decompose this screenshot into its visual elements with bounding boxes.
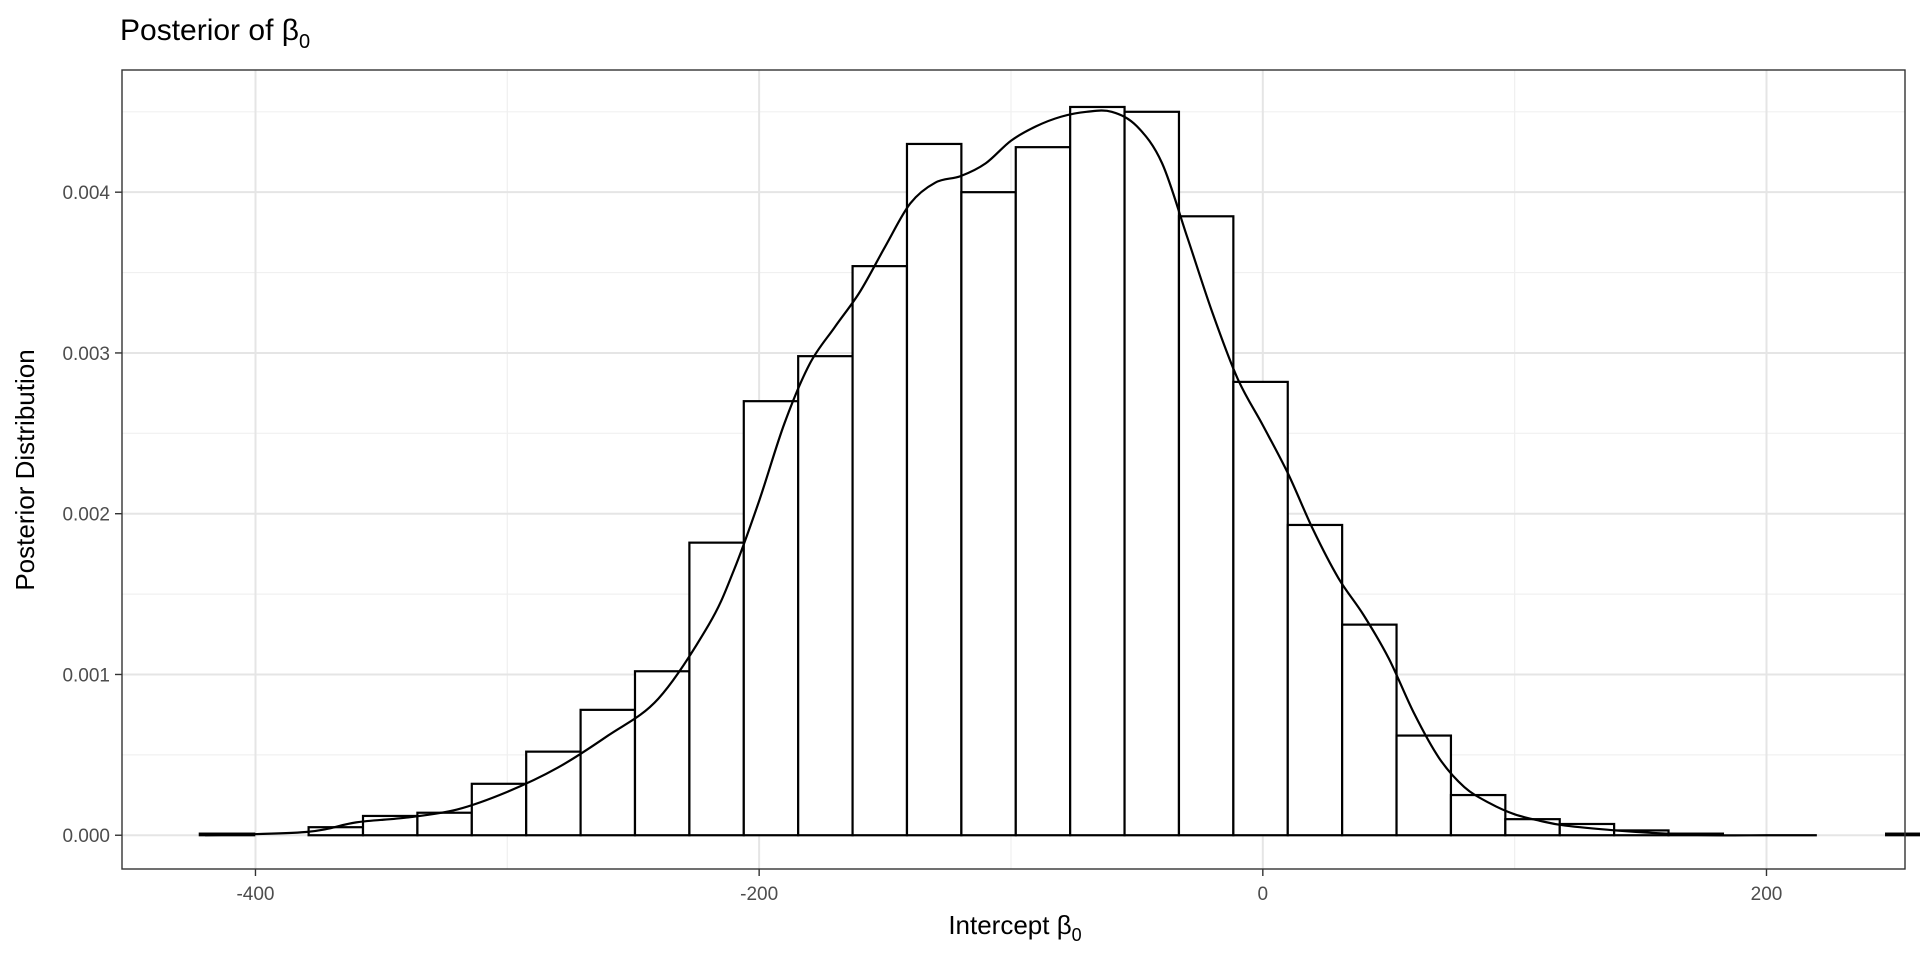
y-tick-label: 0.004 — [62, 183, 110, 204]
chart-title-subscript: 0 — [299, 31, 310, 53]
histogram-bar — [797, 355, 854, 837]
y-tick-label: 0.003 — [62, 344, 110, 365]
histogram-bar — [905, 142, 963, 837]
histogram-bar — [1504, 818, 1561, 837]
x-axis-title: Intercept β0 — [948, 910, 1081, 945]
histogram-bar — [1232, 380, 1289, 837]
y-axis-ticks: 0.000 0.001 0.002 0.003 0.004 — [62, 183, 122, 847]
histogram-bar — [1069, 105, 1126, 837]
histogram-bar — [1449, 793, 1507, 837]
histogram-bar — [1014, 146, 1072, 837]
y-tick-label: 0.001 — [62, 665, 110, 686]
histogram-bar — [1395, 734, 1453, 837]
histogram-bar — [960, 191, 1017, 837]
x-tick-label: -400 — [236, 884, 274, 905]
chart-title-text: Posterior of β — [120, 14, 299, 47]
histogram-bar — [1286, 523, 1344, 837]
histogram-bar — [1341, 623, 1398, 837]
plot-panel-border — [121, 69, 1906, 870]
histogram-bar — [470, 782, 528, 837]
histogram-bar — [851, 265, 909, 837]
y-tick-label: 0.000 — [62, 826, 110, 847]
x-tick-label: 200 — [1751, 884, 1783, 905]
x-axis-ticks: -400 -200 0 200 — [236, 869, 1782, 905]
y-axis-title: Posterior Distribution — [10, 349, 40, 590]
density-curve — [205, 109, 1817, 837]
histogram-bar — [688, 541, 745, 837]
histogram-bars — [198, 105, 1920, 837]
x-axis-title-text: Intercept β — [948, 910, 1071, 940]
x-axis-title-subscript: 0 — [1072, 925, 1082, 945]
histogram-bar — [1177, 215, 1235, 837]
histogram-bar — [633, 670, 691, 837]
histogram-bar — [1885, 832, 1920, 837]
x-tick-label: -200 — [740, 884, 778, 905]
x-tick-label: 0 — [1258, 884, 1269, 905]
histogram-bar — [1123, 110, 1181, 837]
chart-title: Posterior of β0 — [120, 14, 310, 53]
histogram-bar — [525, 750, 582, 837]
histogram-bar — [579, 708, 637, 837]
y-tick-label: 0.002 — [62, 505, 110, 526]
histogram-bar — [742, 400, 800, 837]
